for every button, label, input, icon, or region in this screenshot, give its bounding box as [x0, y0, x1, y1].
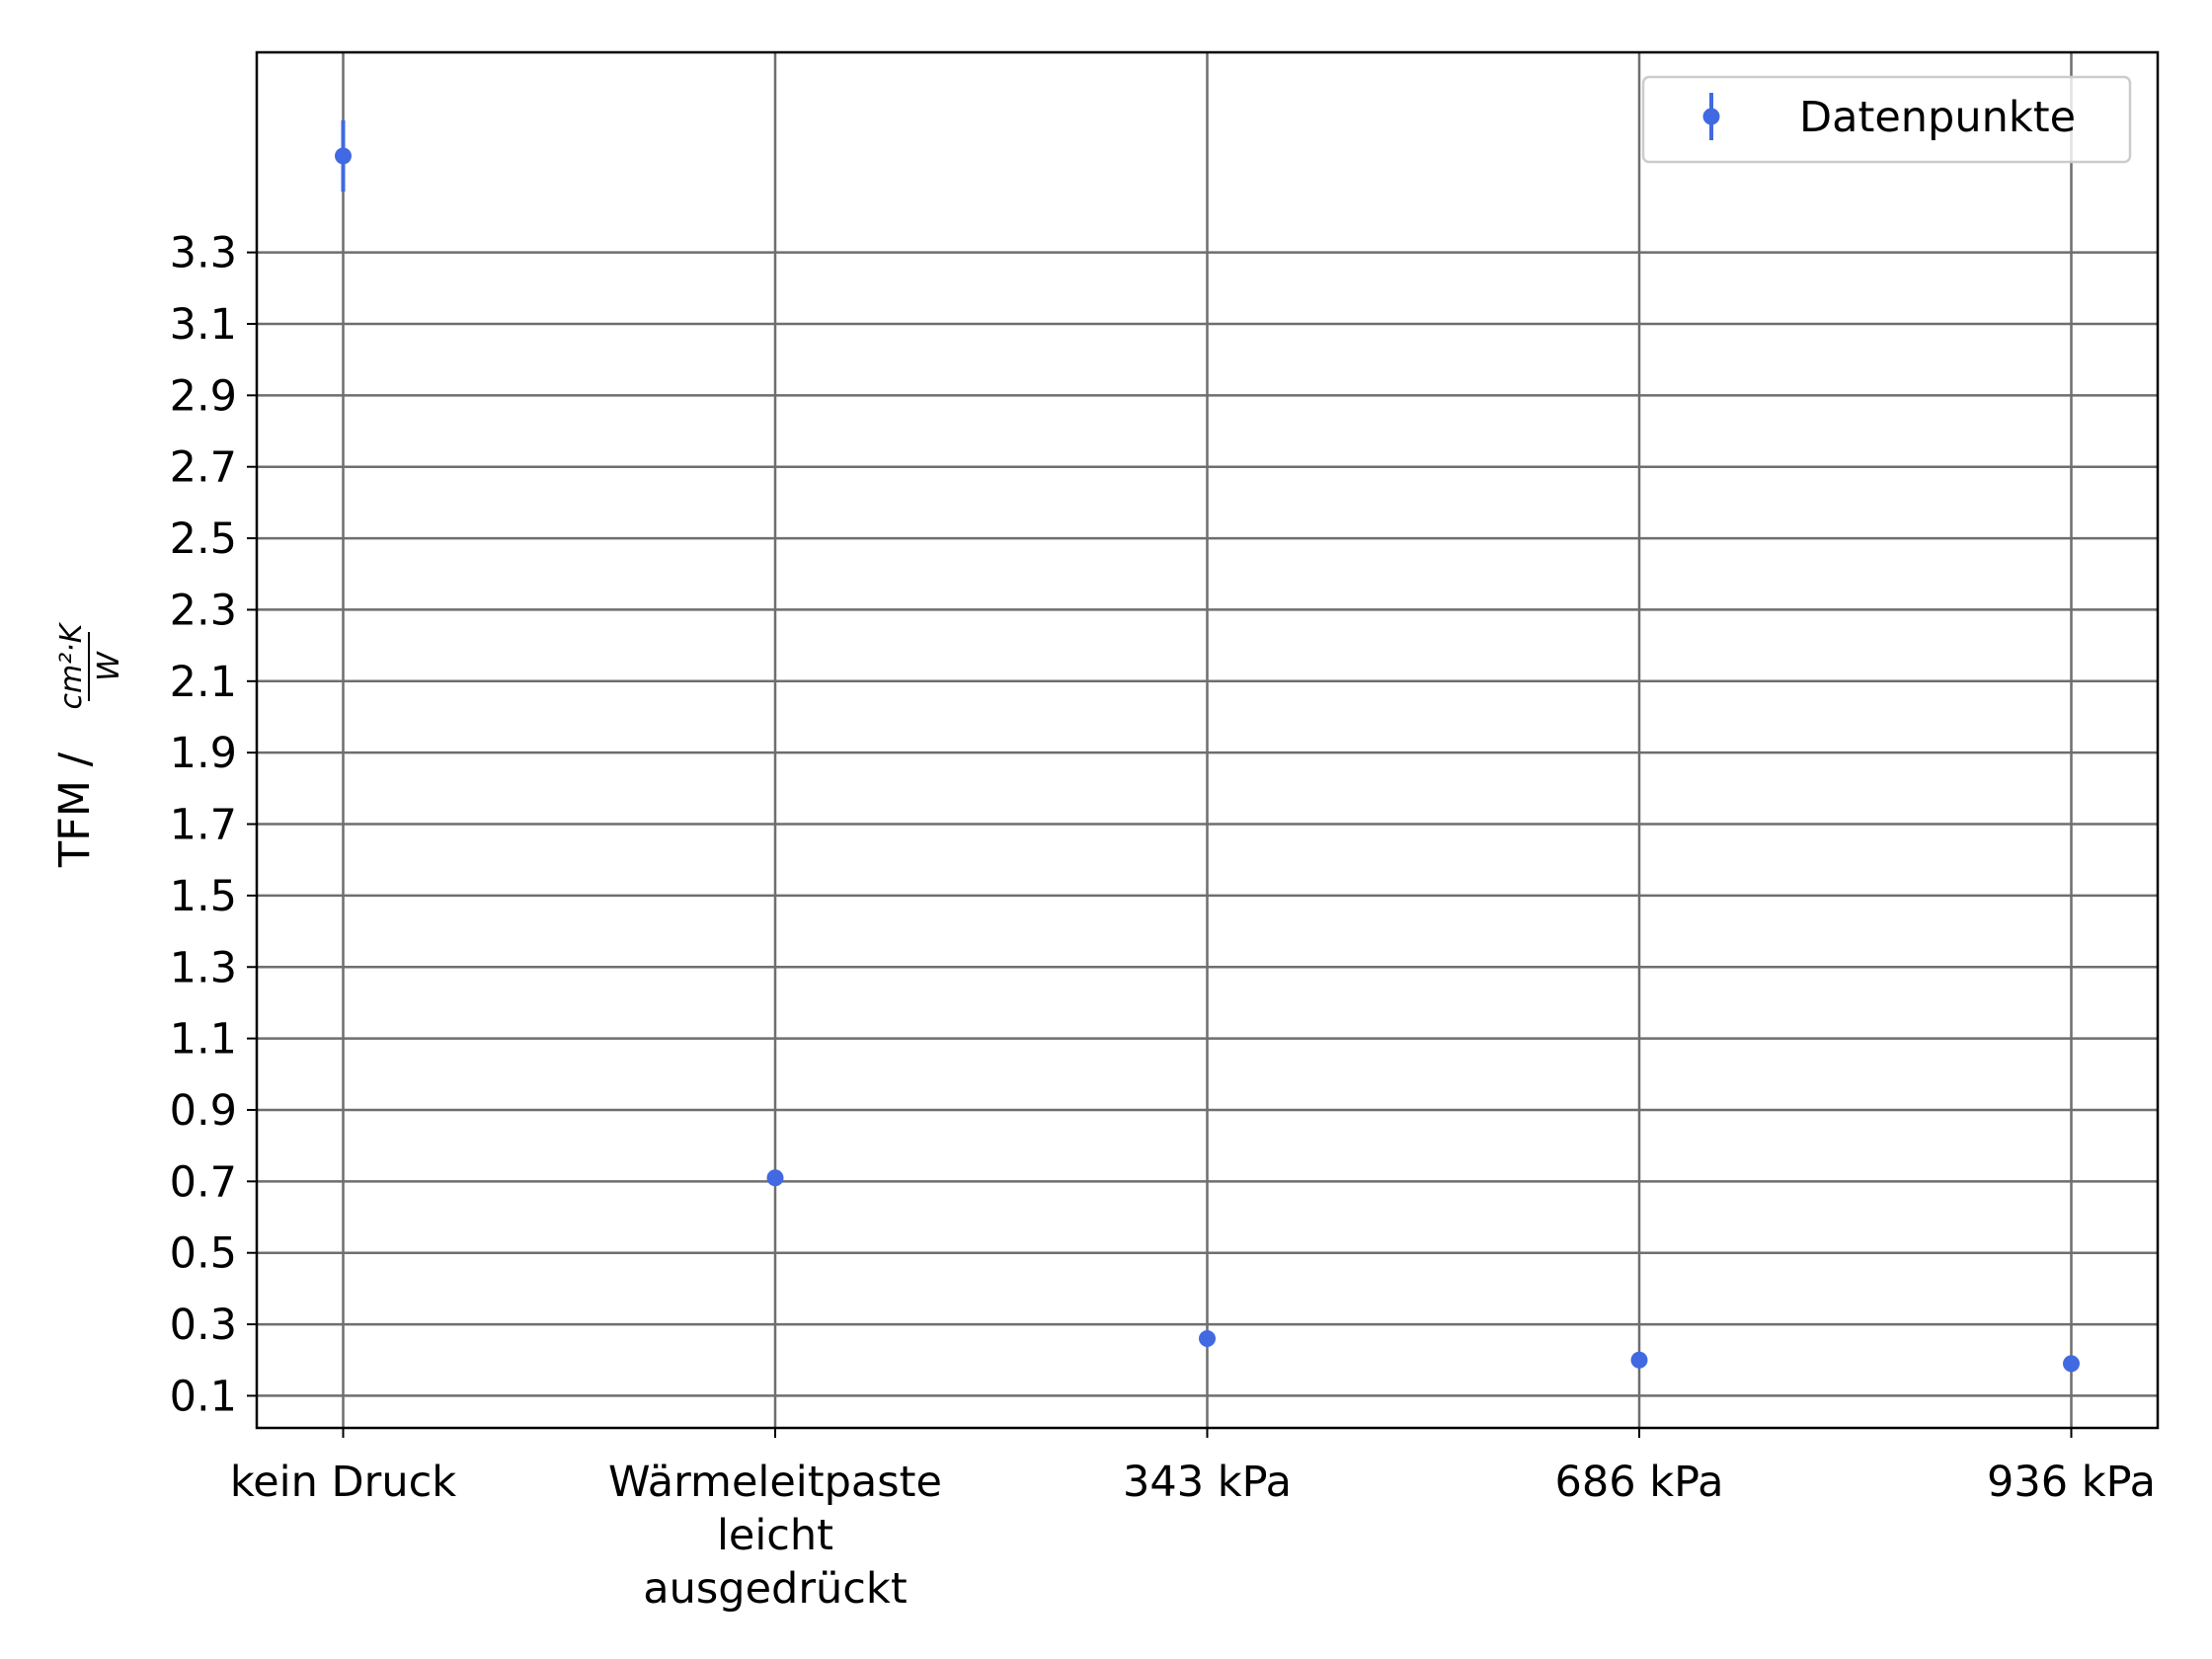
- x-tick-label: leicht: [717, 1511, 833, 1560]
- y-tick-label: 0.9: [170, 1086, 237, 1136]
- legend-marker: [1702, 108, 1720, 125]
- y-tick-label: 0.7: [170, 1157, 237, 1207]
- data-point: [2063, 1355, 2080, 1373]
- y-axis-unit-numerator: cm²·K: [54, 621, 89, 709]
- y-tick-label: 0.3: [170, 1301, 237, 1350]
- y-axis-label-text: TFM /: [50, 751, 100, 868]
- y-tick-label: 3.1: [170, 300, 237, 350]
- data-points: [335, 119, 2080, 1373]
- y-tick-label: 2.3: [170, 586, 237, 635]
- y-tick-label: 1.7: [170, 801, 237, 850]
- data-point: [766, 1169, 784, 1187]
- data-point: [335, 147, 352, 165]
- y-tick-label: 2.9: [170, 371, 237, 421]
- x-tick-label: kein Druck: [230, 1458, 456, 1507]
- data-point: [1630, 1351, 1648, 1369]
- y-axis-label: TFM / cm²·K W: [50, 621, 126, 868]
- grid: [257, 52, 2158, 1428]
- y-tick-label: 2.5: [170, 514, 237, 564]
- y-tick-label: 2.1: [170, 658, 237, 707]
- y-tick-label: 2.7: [170, 443, 237, 493]
- x-tick-label: 343 kPa: [1123, 1458, 1292, 1507]
- y-ticks: 0.1 0.3 0.5 0.7 0.9 1.1 1.3 1.5 1.7 1.9 2.1 2.3 2.5 2…: [170, 229, 257, 1421]
- data-point: [1199, 1330, 1216, 1348]
- x-tick-label: 686 kPa: [1555, 1458, 1724, 1507]
- x-tick-label: ausgedrückt: [643, 1564, 907, 1614]
- y-tick-label: 0.1: [170, 1372, 237, 1421]
- x-tick-label: 936 kPa: [1987, 1458, 2156, 1507]
- plot-frame: [255, 50, 2160, 1430]
- x-tick-label: Wärmeleitpaste: [608, 1458, 942, 1507]
- legend-box: [1641, 75, 2132, 164]
- legend-label: Datenpunkte: [1799, 93, 2076, 142]
- y-tick-label: 1.9: [170, 729, 237, 778]
- y-tick-label: 0.5: [170, 1229, 237, 1279]
- y-tick-label: 1.5: [170, 872, 237, 921]
- legend: Datenpunkte: [1641, 75, 2132, 164]
- y-tick-label: 1.1: [170, 1015, 237, 1065]
- y-tick-label: 1.3: [170, 943, 237, 992]
- y-tick-label: 3.3: [170, 229, 237, 278]
- x-ticks: kein Druck Wärmeleitpasteleichtausgedrück…: [230, 1428, 2156, 1614]
- y-axis-unit-denominator: W: [92, 651, 126, 681]
